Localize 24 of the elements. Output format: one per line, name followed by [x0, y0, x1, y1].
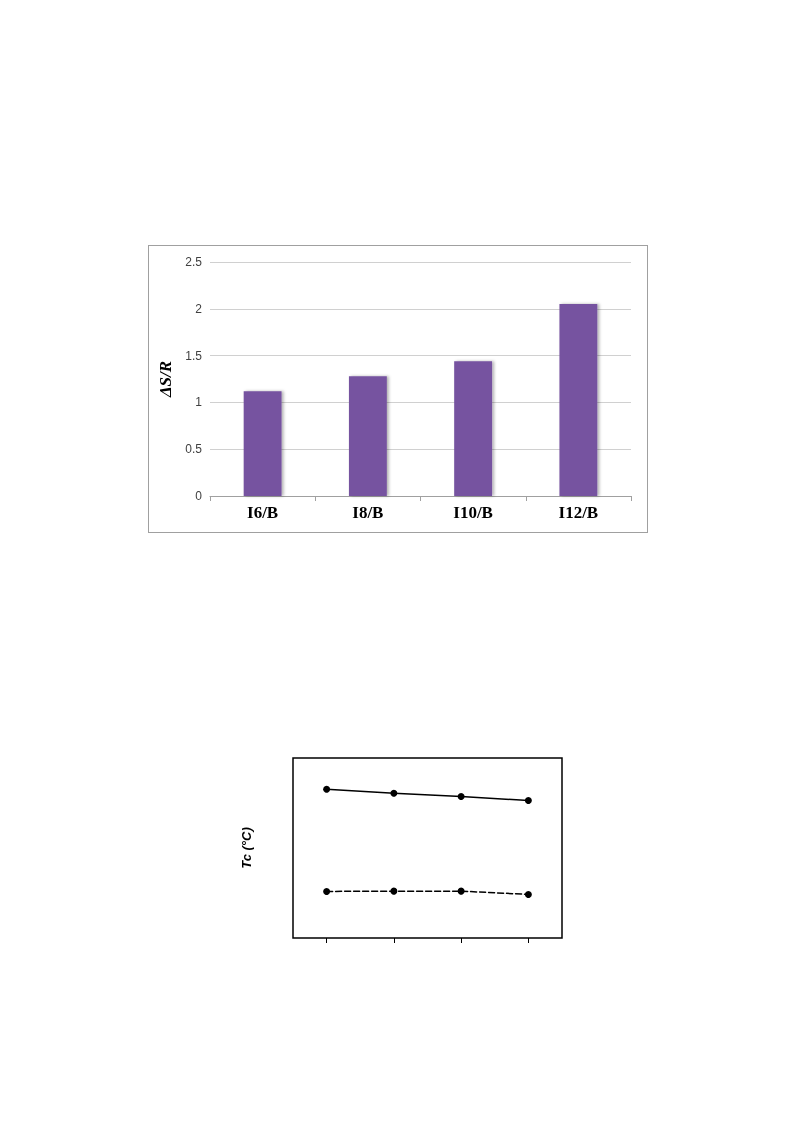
- point: [390, 887, 398, 895]
- x-tick-label: I6/B: [247, 503, 279, 522]
- point: [524, 890, 532, 898]
- x-tick-label: I8/B: [352, 503, 384, 522]
- point: [323, 785, 331, 793]
- y-tick-label: 0.5: [185, 442, 203, 457]
- y-tick-label: 0: [195, 489, 203, 503]
- y-tick-label: 1: [195, 395, 203, 410]
- y-axis-title: Tc (°C): [239, 827, 254, 869]
- point: [457, 793, 465, 801]
- bar: [454, 361, 493, 496]
- point: [457, 887, 465, 895]
- bar: [559, 304, 598, 496]
- y-tick-label: 2: [195, 301, 203, 316]
- x-tick-label: I12/B: [558, 503, 599, 522]
- bar: [348, 376, 387, 496]
- y-tick-label: 2.5: [185, 255, 203, 269]
- point: [524, 797, 532, 805]
- point: [390, 789, 398, 797]
- bar: [243, 391, 282, 496]
- x-tick-label: I10/B: [453, 503, 493, 522]
- y-axis-title: ΔS/R: [156, 360, 175, 399]
- y-tick-label: 1.5: [185, 348, 203, 363]
- point: [323, 887, 331, 895]
